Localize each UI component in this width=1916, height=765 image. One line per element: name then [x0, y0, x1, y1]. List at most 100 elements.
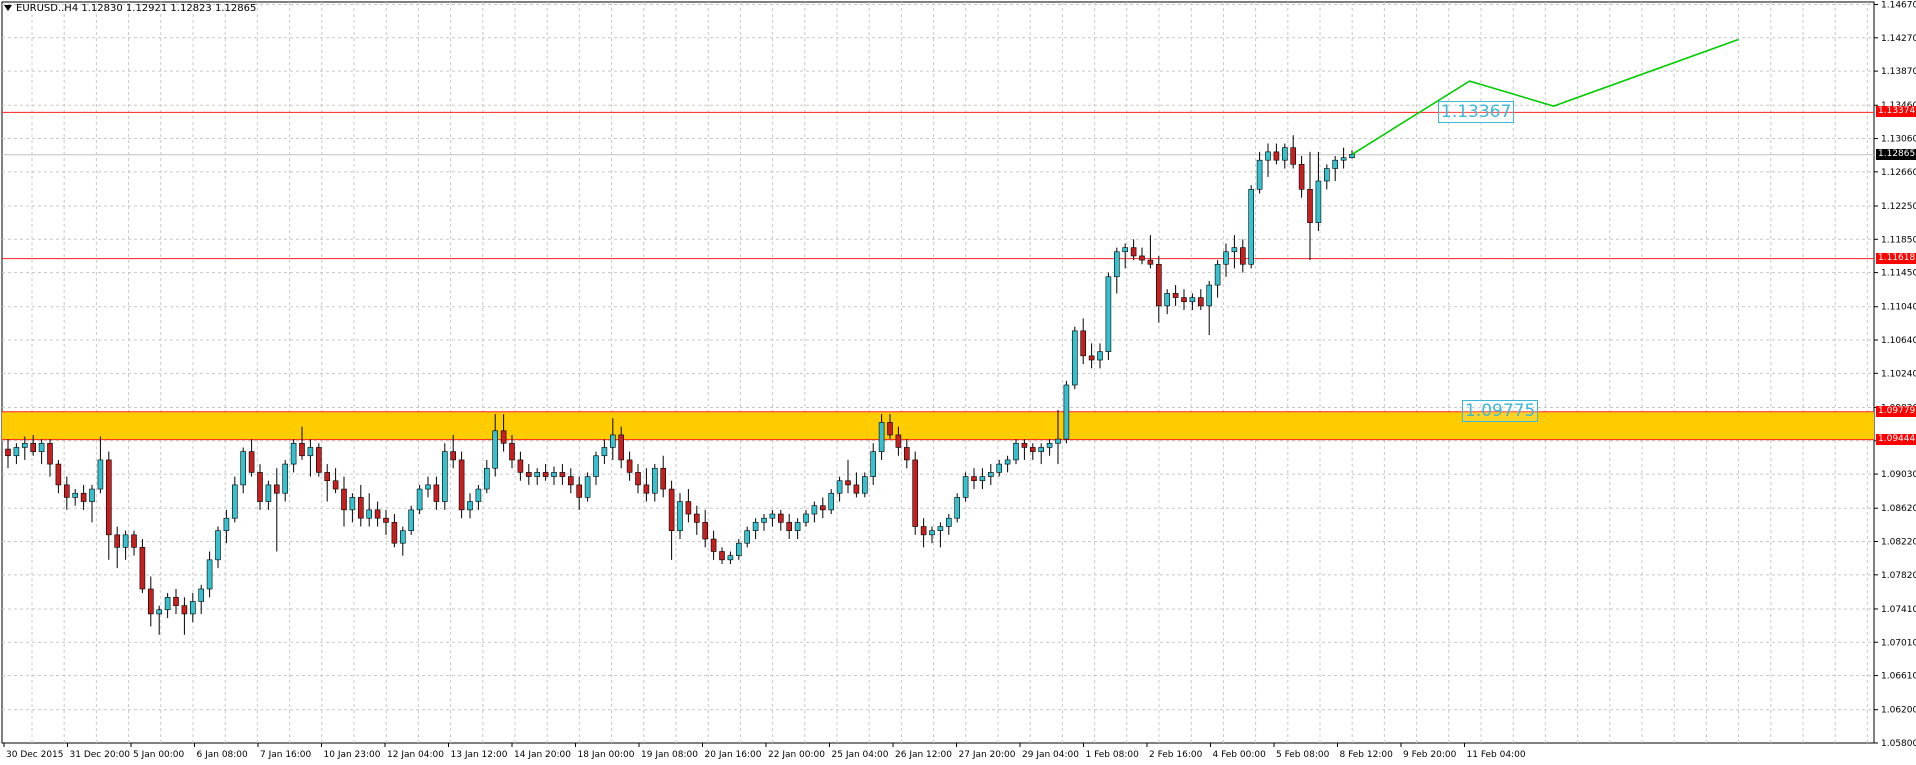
y-tick-label: 1.12250 — [1881, 202, 1916, 212]
candle-body — [534, 472, 541, 477]
candle-body — [836, 480, 843, 494]
candle-body — [769, 513, 776, 519]
candle-body — [1080, 330, 1086, 357]
candle-body — [929, 530, 935, 536]
candle-body — [1332, 159, 1338, 169]
x-tick-label: 11 Feb 04:00 — [1467, 750, 1526, 760]
x-tick-label: 20 Jan 16:00 — [705, 750, 762, 760]
candle-body — [979, 476, 986, 482]
candle-body — [937, 526, 944, 531]
candle-body — [13, 447, 20, 457]
candle-body — [366, 509, 373, 519]
candle-body — [148, 588, 154, 615]
candle-body — [72, 492, 78, 498]
candle-body — [903, 447, 910, 461]
candle-body — [282, 463, 289, 494]
y-tick-label: 1.11040 — [1881, 303, 1916, 313]
candle-body — [1055, 438, 1061, 444]
forecast-path — [1351, 38, 1739, 156]
candle-body — [601, 447, 608, 457]
annotation-upper-level[interactable]: 1.13367 — [1438, 101, 1515, 124]
candle-body — [324, 472, 331, 482]
price-tag-zone-top: 1.09779 — [1876, 405, 1916, 417]
candle-body — [399, 530, 406, 544]
x-tick-label: 22 Jan 00:00 — [768, 750, 825, 760]
candle-body — [1315, 180, 1322, 223]
y-tick-label: 1.13060 — [1881, 135, 1916, 145]
candle-body — [391, 522, 398, 544]
candle-body — [47, 442, 53, 465]
collapse-arrow-icon[interactable] — [4, 5, 12, 11]
candle-body — [315, 447, 322, 473]
candle-body — [1307, 189, 1313, 223]
x-tick-label: 18 Jan 00:00 — [578, 750, 635, 760]
candle-body — [660, 467, 667, 490]
candle-body — [114, 534, 120, 548]
candle-body — [735, 542, 742, 556]
candle-body — [1013, 442, 1019, 461]
candle-body — [1122, 247, 1128, 253]
x-tick-label: 31 Dec 20:00 — [70, 750, 131, 760]
candle-body — [752, 522, 759, 531]
candle-body — [1273, 151, 1280, 161]
x-tick-label: 14 Jan 20:00 — [514, 750, 571, 760]
candle-body — [845, 480, 851, 486]
candle-body — [954, 497, 961, 519]
x-tick-label: 2 Feb 16:00 — [1149, 750, 1203, 760]
y-tick-label: 1.10240 — [1881, 369, 1916, 379]
candle-body — [551, 472, 557, 477]
candle-body — [265, 484, 272, 502]
candle-body — [450, 451, 457, 461]
candle-body — [307, 447, 314, 457]
candle-body — [828, 492, 835, 511]
candle-body — [5, 448, 11, 457]
candle-body — [509, 442, 515, 461]
candle-body — [248, 451, 255, 473]
candle-body — [861, 476, 868, 494]
candle-body — [1290, 147, 1296, 165]
y-tick-label: 1.05800 — [1881, 739, 1916, 749]
candle-body — [38, 442, 45, 452]
candle-body — [1156, 263, 1162, 307]
x-tick-label: 9 Feb 20:00 — [1403, 750, 1457, 760]
annotation-lower-level[interactable]: 1.09775 — [1462, 399, 1539, 422]
y-tick-label: 1.14670 — [1881, 0, 1916, 10]
x-tick-label: 30 Dec 2015 — [6, 750, 64, 760]
x-tick-label: 29 Jan 04:00 — [1022, 750, 1079, 760]
candle-body — [635, 472, 641, 486]
candle-body — [1046, 442, 1053, 448]
candle-body — [761, 517, 767, 523]
candle-body — [719, 551, 725, 561]
candle-body — [987, 472, 994, 477]
candle-body — [206, 559, 213, 590]
symbol-text: EURUSD..H4 1.12830 1.12921 1.12823 1.128… — [16, 3, 257, 14]
candle-body — [584, 476, 591, 498]
candle-body — [425, 484, 431, 490]
x-tick-label: 6 Jan 08:00 — [197, 750, 249, 760]
candle-body — [475, 488, 482, 502]
candle-body — [198, 588, 204, 602]
candle-body — [912, 459, 919, 527]
candle-body — [1240, 247, 1246, 265]
candle-body — [962, 476, 969, 498]
candle-body — [517, 459, 524, 473]
price-tag-current: 1.12865 — [1876, 148, 1916, 160]
candle-body — [786, 522, 793, 531]
candle-body — [1004, 459, 1011, 465]
y-tick-label: 1.08220 — [1881, 538, 1916, 548]
candle-body — [576, 484, 583, 498]
candle-body — [887, 422, 893, 436]
price-tag-zone-bottom: 1.09444 — [1876, 433, 1916, 445]
candle-body — [1256, 159, 1263, 190]
candle-body — [870, 451, 877, 477]
candle-body — [500, 430, 507, 444]
x-tick-label: 10 Jan 23:00 — [324, 750, 381, 760]
candle-body — [30, 442, 37, 452]
y-tick-label: 1.12660 — [1881, 168, 1916, 178]
candle-body — [1021, 442, 1028, 448]
y-tick-label: 1.07820 — [1881, 571, 1916, 581]
candle-body — [727, 555, 734, 561]
candle-body — [55, 463, 62, 486]
candle-body — [1105, 276, 1112, 352]
